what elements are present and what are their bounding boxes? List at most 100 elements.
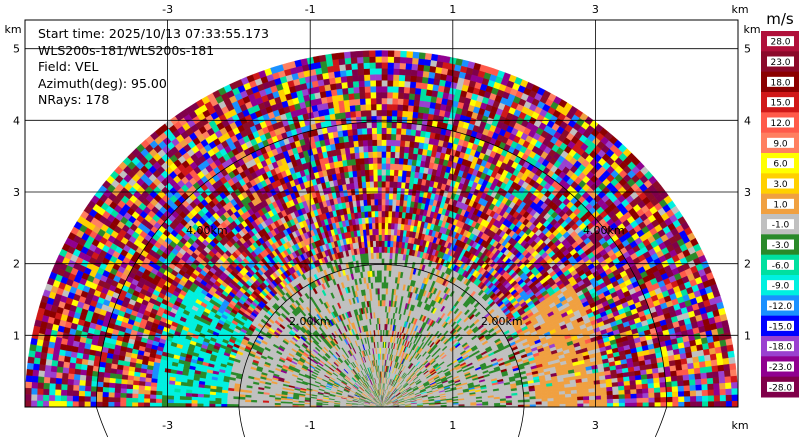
radar-gate: [584, 403, 590, 407]
radar-gate: [428, 78, 435, 85]
radar-gate: [702, 396, 708, 402]
radar-gate: [625, 403, 631, 407]
radar-gate: [695, 379, 701, 385]
radar-gate: [418, 58, 425, 65]
radar-gate: [560, 397, 566, 400]
radar-gate: [672, 381, 678, 387]
radar-gate: [727, 344, 734, 351]
radar-gate: [714, 401, 720, 407]
radar-gate: [726, 388, 732, 394]
radar-gate: [693, 362, 700, 368]
radar-gate: [542, 401, 548, 404]
radar-gate: [678, 391, 684, 397]
radar-gate: [712, 371, 719, 378]
radar-gate: [429, 66, 436, 73]
radar-gate: [425, 53, 432, 60]
radar-gate: [619, 403, 625, 407]
radar-gate: [601, 395, 607, 399]
radar-gate: [720, 401, 726, 407]
radar-gate: [732, 401, 738, 407]
radar-gate: [695, 373, 702, 379]
radar-gate: [577, 396, 583, 400]
radar-gate: [684, 385, 690, 391]
radar-gate: [559, 394, 565, 398]
radar-gate: [689, 379, 695, 385]
radar-gate: [643, 393, 649, 398]
radar-gate: [431, 54, 438, 61]
radar-gate: [726, 395, 732, 401]
radar-gate: [417, 118, 423, 125]
radar-gate: [625, 394, 631, 399]
radar-gate: [518, 402, 524, 405]
radar-gate: [660, 382, 666, 387]
radar-gate: [414, 100, 420, 107]
radar-gate: [643, 398, 649, 403]
radar-gate: [428, 72, 435, 79]
radar-gate: [607, 395, 613, 399]
radar-gate: [672, 386, 678, 392]
radar-gate: [414, 142, 419, 149]
radar-gate: [589, 400, 595, 404]
radar-gate: [725, 376, 731, 383]
radar-gate: [414, 94, 420, 101]
radar-gate: [410, 135, 415, 142]
radar-gate: [554, 398, 560, 401]
radar-gate: [659, 372, 666, 378]
radar-data-layer: [25, 51, 738, 408]
radar-gate: [412, 112, 418, 119]
radar-gate: [417, 112, 423, 119]
radar-gate: [613, 403, 619, 407]
radar-gate: [619, 390, 625, 395]
radar-gate: [595, 392, 601, 396]
radar-gate: [732, 394, 738, 400]
radar-gate: [706, 366, 713, 373]
radar-gate: [688, 368, 695, 374]
radar-gate: [589, 392, 595, 396]
radar-gate: [433, 79, 440, 86]
radar-gate: [683, 374, 690, 380]
radar-gate: [415, 130, 421, 137]
radar-gate: [672, 391, 678, 396]
radar-gate: [720, 395, 726, 401]
radar-gate: [712, 365, 719, 372]
radar-gate: [430, 96, 436, 103]
radar-gate: [660, 387, 666, 392]
radar-gate: [649, 393, 655, 398]
radar-gate: [606, 387, 612, 392]
radar-gate: [601, 403, 607, 407]
radar-gate: [536, 401, 542, 404]
radar-gate: [437, 55, 444, 62]
radar-gate: [415, 88, 421, 95]
radar-gate: [411, 123, 417, 129]
radar-gate: [612, 382, 618, 387]
radar-gate: [670, 365, 677, 371]
radar-gate: [548, 398, 554, 401]
radar-gate: [661, 402, 667, 407]
radar-gate: [560, 401, 566, 404]
radar-gate: [729, 363, 736, 370]
radar-gate: [724, 364, 731, 371]
radar-gate: [689, 374, 696, 380]
radar-gate: [683, 380, 689, 386]
radar-gate: [714, 389, 720, 395]
radar-gate: [636, 389, 642, 394]
radar-gate: [654, 387, 660, 392]
radar-gate: [443, 56, 450, 63]
radar-gate: [731, 376, 737, 383]
radar-gate: [715, 347, 722, 354]
radar-gate: [732, 388, 738, 395]
radar-gate: [423, 71, 430, 78]
radar-gate: [649, 402, 655, 407]
radar-gate: [653, 373, 660, 379]
radar-gate: [708, 384, 714, 390]
radar-gate: [589, 396, 595, 400]
radar-gate: [718, 365, 725, 372]
radar-gate: [719, 377, 725, 384]
radar-gate: [630, 380, 636, 385]
radar-gate: [565, 394, 571, 398]
radar-gate: [631, 398, 637, 403]
radar-gate: [717, 359, 724, 366]
radar-gate: [684, 391, 690, 397]
